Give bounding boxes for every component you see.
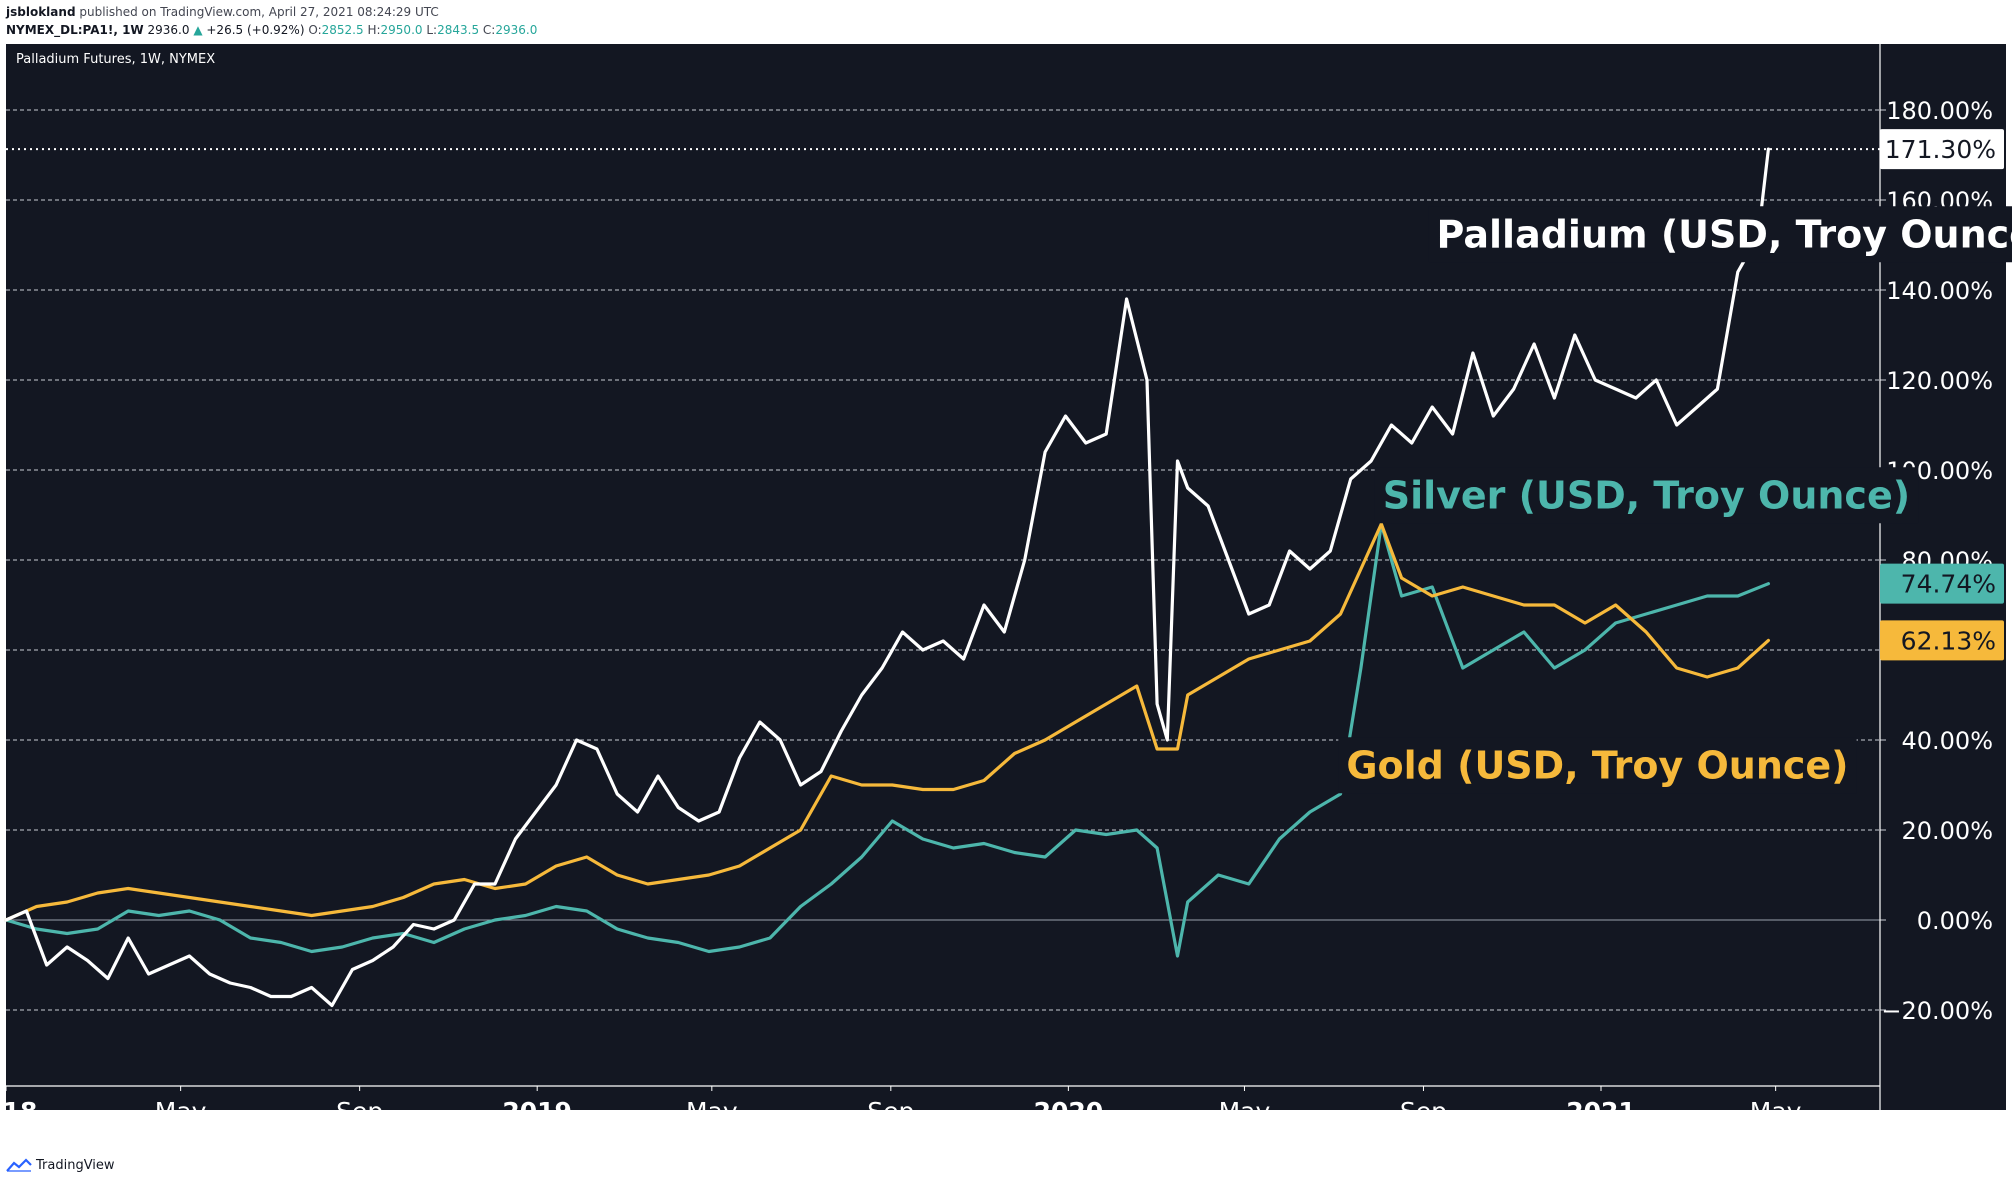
series-label-background — [1428, 206, 2012, 263]
x-tick-label: May — [1750, 1097, 1802, 1126]
publish-info: published on TradingView.com, April 27, … — [79, 5, 439, 19]
y-tick-label: 0.00% — [1917, 907, 1993, 935]
high-value: 2950.0 — [380, 23, 423, 37]
ticker-symbol: NYMEX_DL:PA1!, 1W — [6, 23, 144, 37]
price-change: +26.5 (+0.92%) — [206, 23, 305, 37]
publish-line: jsblokland published on TradingView.com,… — [6, 4, 439, 20]
high-label: H: — [367, 23, 381, 37]
x-tick-label: May — [1219, 1097, 1271, 1126]
series-label: Silver (USD, Troy Ounce) — [1383, 473, 1910, 517]
series-line-palladium[interactable] — [4, 147, 1771, 1008]
series-line-silver[interactable] — [4, 522, 1771, 958]
last-value-badge — [1880, 129, 2004, 170]
y-tick-label: 40.00% — [1901, 727, 1993, 755]
series-label: Gold (USD, Troy Ounce) — [1346, 743, 1848, 787]
chart-title: Palladium Futures, 1W, NYMEX — [16, 52, 216, 67]
x-tick-label: May — [155, 1097, 207, 1126]
last-value-label: 74.74% — [1901, 570, 1996, 599]
ohlc-line: NYMEX_DL:PA1!, 1W 2936.0 ▲ +26.5 (+0.92%… — [6, 22, 537, 38]
series-line-gold[interactable] — [4, 522, 1771, 922]
x-tick-label: 18 — [3, 1097, 38, 1126]
last-price: 2936.0 — [147, 23, 190, 37]
x-tick-label: Sep — [336, 1097, 383, 1126]
footer-brand[interactable]: TradingView — [36, 1157, 115, 1173]
last-value-badge — [1880, 620, 2004, 661]
open-label: O: — [308, 23, 322, 37]
author-name[interactable]: jsblokland — [6, 5, 76, 19]
x-tick-label: May — [686, 1097, 738, 1126]
x-tick-label: 2021 — [1566, 1097, 1636, 1126]
open-value: 2852.5 — [321, 23, 364, 37]
footer: TradingView — [6, 1152, 306, 1178]
y-tick-label: 20.00% — [1901, 817, 1993, 845]
last-value-label: 62.13% — [1901, 626, 1996, 655]
y-tick-label: 140.00% — [1886, 277, 1993, 305]
last-value-label: 171.30% — [1885, 135, 1996, 164]
close-value: 2936.0 — [495, 23, 538, 37]
series-label: Palladium (USD, Troy Ounce) — [1437, 212, 2012, 256]
close-label: C: — [482, 23, 496, 37]
change-arrow-icon: ▲ — [193, 23, 203, 37]
low-value: 2843.5 — [437, 23, 480, 37]
series-label-background — [1374, 467, 1919, 524]
series-label-background — [1338, 737, 1857, 794]
last-value-badge — [1880, 563, 2004, 604]
y-tick-label: −20.00% — [1881, 997, 1993, 1025]
low-label: L: — [426, 23, 438, 37]
x-tick-label: Sep — [1400, 1097, 1447, 1126]
x-tick-label: 2020 — [1034, 1097, 1104, 1126]
y-tick-label: 180.00% — [1886, 97, 1993, 125]
chart-header: jsblokland published on TradingView.com,… — [6, 2, 1996, 42]
tradingview-logo-icon — [6, 1158, 32, 1172]
x-tick-label: Sep — [867, 1097, 914, 1126]
y-tick-label: 120.00% — [1886, 367, 1993, 395]
x-tick-label: 2019 — [502, 1097, 572, 1126]
